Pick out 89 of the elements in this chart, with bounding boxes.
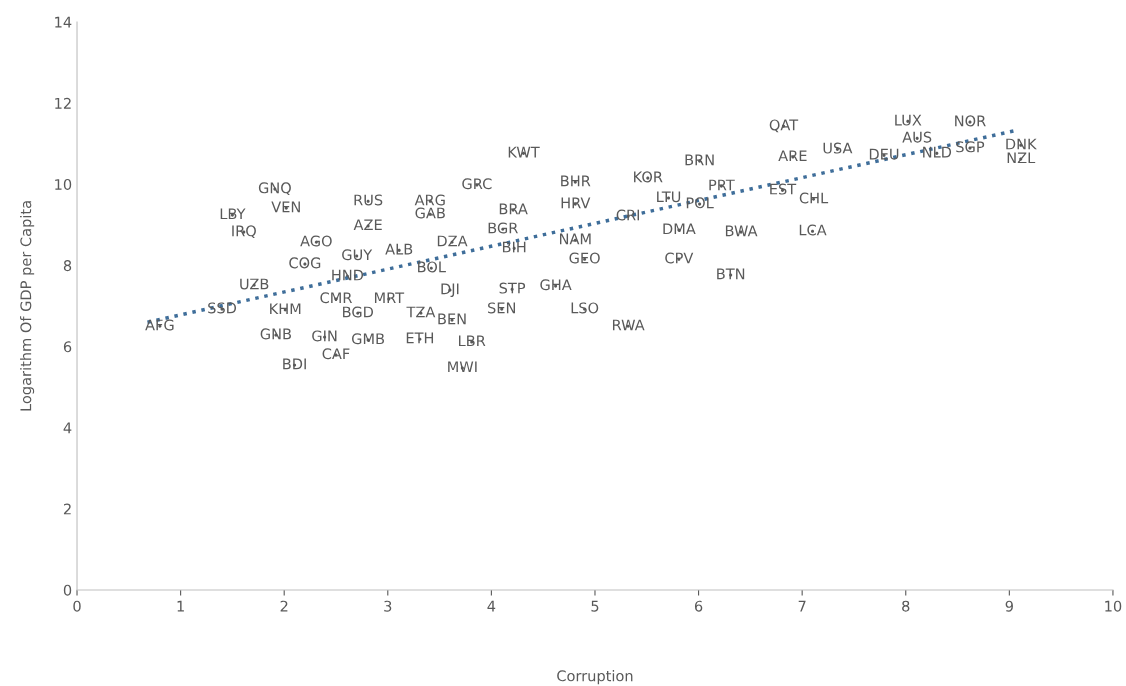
data-label: BDI	[283, 358, 306, 370]
data-label: ARE	[778, 150, 807, 162]
data-label: BTN	[717, 268, 745, 280]
data-label: COG	[289, 257, 321, 269]
x-tick-label: 8	[902, 600, 910, 612]
data-label: GHA	[540, 279, 572, 291]
data-label: NAM	[559, 233, 591, 245]
y-tick-label: 14	[55, 16, 72, 28]
data-label: CMR	[320, 292, 353, 304]
data-label: NOR	[955, 115, 986, 127]
data-label: DZA	[437, 235, 468, 247]
data-label: RWA	[612, 319, 645, 331]
data-label: KHM	[270, 303, 301, 315]
data-label: AFG	[145, 319, 174, 331]
data-label: AUS	[902, 131, 932, 143]
data-label: GNB	[260, 328, 291, 340]
data-label: HND	[332, 269, 364, 281]
data-label: CPV	[665, 252, 694, 264]
data-label: BHR	[561, 175, 591, 187]
data-label: BEN	[438, 313, 466, 325]
data-label: GRC	[462, 178, 492, 190]
data-label: DJI	[441, 283, 459, 298]
data-label: MRT	[374, 292, 405, 304]
x-tick-label: 3	[384, 600, 392, 612]
data-label: AZE	[353, 219, 382, 231]
x-tick-label: 5	[591, 600, 599, 612]
data-label: DNK	[1006, 138, 1037, 150]
data-label: IRQ	[232, 225, 256, 239]
data-label: ARG	[414, 194, 445, 206]
data-label: LSO	[571, 302, 599, 314]
data-label: DMA	[663, 223, 696, 235]
data-label: CHL	[799, 192, 829, 204]
x-tick-label: 0	[73, 600, 81, 612]
y-tick-label: 6	[63, 341, 72, 353]
data-label: LUX	[895, 114, 922, 126]
data-label: CRI	[616, 209, 639, 221]
x-tick-label: 1	[177, 600, 184, 612]
x-tick-label: 9	[1005, 600, 1013, 612]
x-tick-label: 6	[694, 600, 703, 612]
data-label: HRV	[561, 197, 591, 209]
data-label: UZB	[240, 278, 269, 290]
data-label: KOR	[634, 171, 663, 183]
data-label: CAF	[322, 348, 350, 360]
data-label: VEN	[271, 201, 300, 213]
data-label: MWI	[448, 361, 477, 373]
data-label: SGP	[956, 141, 985, 153]
x-tick-label: 10	[1105, 600, 1122, 612]
y-tick-label: 12	[55, 97, 71, 109]
data-label: LTU	[657, 191, 681, 203]
x-tick-label: 7	[798, 600, 806, 612]
data-label: TZA	[406, 306, 436, 318]
data-label: KWT	[508, 146, 540, 158]
data-label: LCA	[799, 224, 827, 236]
x-axis-title: Corruption	[557, 670, 633, 685]
data-label: BOL	[418, 261, 446, 273]
data-label: ALB	[385, 243, 413, 255]
data-label: ETH	[406, 332, 434, 344]
y-tick-label: 0	[63, 584, 72, 596]
data-label: LBY	[220, 208, 246, 220]
y-axis-title: Logarithm Of GDP per Capita	[20, 201, 35, 411]
data-label: LBR	[459, 335, 486, 347]
data-label: BRN	[685, 154, 714, 166]
data-label: BIH	[502, 241, 526, 253]
data-label: BRA	[499, 203, 528, 215]
data-label: DEU	[869, 148, 899, 160]
data-label: RUS	[354, 194, 383, 206]
data-label: GNQ	[258, 182, 291, 196]
data-label: SEN	[488, 302, 515, 314]
data-label: PRT	[709, 179, 735, 191]
data-label: GIN	[312, 330, 337, 342]
y-tick-label: 10	[55, 178, 72, 190]
data-label: GEO	[569, 252, 600, 264]
data-label: GAB	[415, 207, 445, 219]
y-tick-label: 8	[63, 260, 72, 272]
data-label: GUY	[342, 249, 373, 261]
data-label: EST	[770, 183, 797, 195]
data-label: QAT	[769, 119, 799, 133]
y-tick-label: 4	[63, 422, 72, 434]
data-label: BGD	[343, 306, 374, 318]
data-label: BWA	[725, 225, 758, 237]
x-tick-label: 4	[487, 600, 496, 612]
data-label: AGO	[300, 235, 332, 247]
data-label: BGR	[488, 222, 518, 234]
data-label: USA	[823, 142, 853, 154]
data-label: NZL	[1007, 152, 1036, 164]
data-label: STP	[499, 282, 526, 294]
data-label: GMB	[351, 333, 385, 345]
y-tick-label: 2	[63, 503, 71, 515]
x-tick-label: 2	[280, 600, 288, 612]
